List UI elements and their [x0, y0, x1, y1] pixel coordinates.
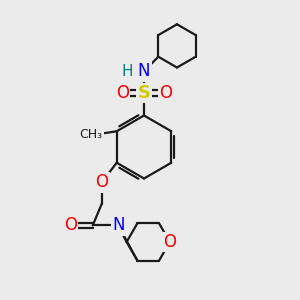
- Text: O: O: [116, 84, 129, 102]
- Text: O: O: [95, 173, 108, 191]
- Text: O: O: [159, 84, 172, 102]
- Text: H: H: [122, 64, 133, 79]
- Text: N: N: [112, 217, 124, 235]
- Text: O: O: [163, 233, 176, 251]
- Text: S: S: [137, 84, 151, 102]
- Text: N: N: [138, 62, 150, 80]
- Text: O: O: [64, 217, 77, 235]
- Text: CH₃: CH₃: [80, 128, 103, 141]
